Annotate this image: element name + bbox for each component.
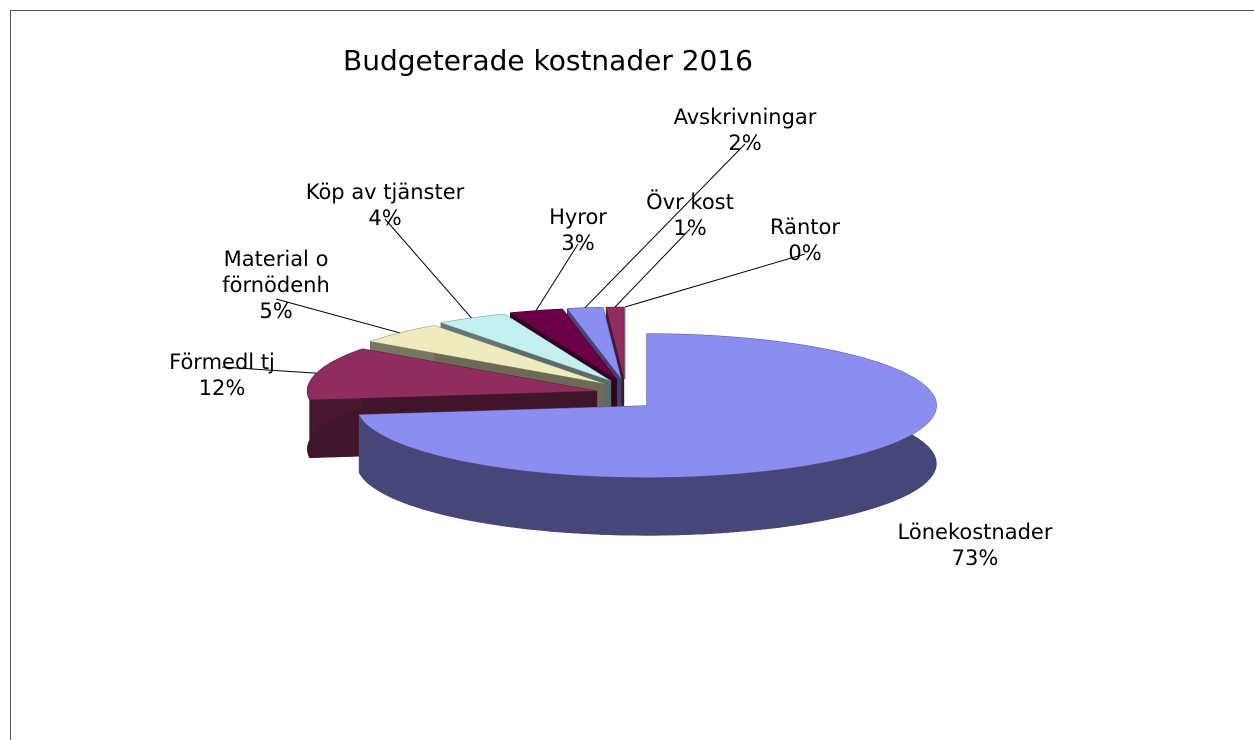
slice-value: 73% [951, 546, 999, 570]
slice-top [358, 333, 937, 478]
slice-value: 3% [561, 231, 595, 255]
leader-line [275, 298, 400, 334]
slice-label: Övr kost 1% [646, 189, 734, 241]
leader-line [624, 253, 806, 308]
leader-line [584, 143, 746, 309]
slice-label: Köp av tjänster 4% [306, 179, 465, 231]
leader-line [614, 228, 691, 308]
slice-value: 0% [788, 241, 822, 265]
slice-top [440, 313, 612, 382]
leader-line [221, 366, 317, 374]
slice-name: Material o förnödenh [222, 247, 330, 297]
slice-name: Avskrivningar [673, 105, 817, 129]
leader-line [384, 218, 472, 319]
slice-value: 5% [259, 299, 293, 323]
slice-value: 2% [728, 131, 762, 155]
slice [358, 333, 937, 536]
slice-top [509, 308, 618, 380]
leader-line [535, 243, 579, 311]
chart-frame [10, 10, 1254, 740]
slice-name: Hyror [549, 205, 607, 229]
slice-name: Köp av tjänster [305, 180, 465, 204]
slice-value: 1% [673, 216, 707, 240]
slice-value: 12% [198, 376, 246, 400]
slice-label: Material o förnödenh 5% [201, 246, 351, 324]
slice-name: Räntor [769, 215, 841, 239]
slice-label: Förmedl tj 12% [169, 349, 275, 401]
slice-label: Hyror 3% [549, 204, 607, 256]
slice-name: Övr kost [646, 190, 734, 214]
slice-name: Lönekostnader [897, 520, 1053, 544]
slice-top [605, 306, 625, 380]
slice-label: Lönekostnader 73% [898, 519, 1053, 571]
slice-label: Avskrivningar 2% [674, 104, 817, 156]
slice-name: Förmedl tj [169, 350, 275, 374]
slice-value: 4% [368, 206, 402, 230]
slice-label: Räntor 0% [770, 214, 840, 266]
chart-title: Budgeterade kostnader 2016 [343, 44, 753, 77]
